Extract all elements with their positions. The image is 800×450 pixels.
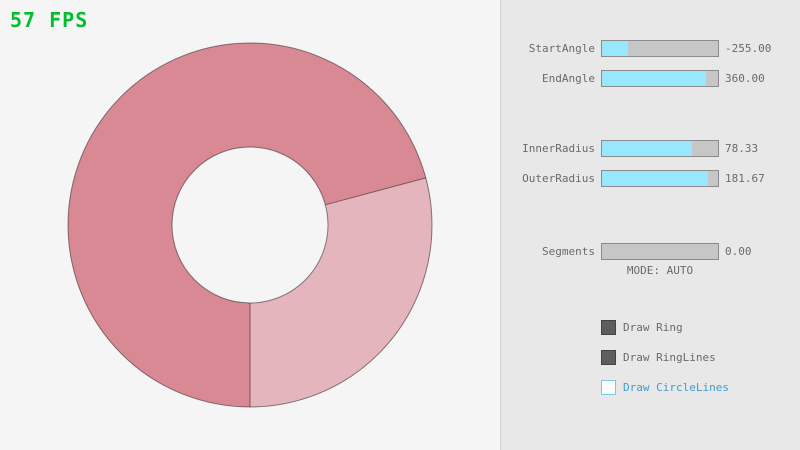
checkbox-label: Draw RingLines: [623, 350, 716, 364]
slider-fill: [602, 141, 693, 156]
control-panel: StartAngle -255.00 EndAngle 360.00 Inner…: [500, 0, 800, 450]
slider-row-startangle: StartAngle -255.00: [501, 40, 800, 57]
ring-outline-inner: [171, 146, 329, 304]
slider-value: 181.67: [725, 172, 765, 185]
slider-row-innerradius: InnerRadius 78.33: [501, 140, 800, 157]
slider-row-segments: Segments 0.00: [501, 243, 800, 260]
segments-slider[interactable]: [601, 243, 719, 260]
checkbox-label: Draw CircleLines: [623, 380, 729, 394]
slider-label: InnerRadius: [522, 142, 595, 155]
slider-label: Segments: [542, 245, 595, 258]
checkbox-icon[interactable]: [601, 379, 616, 395]
startangle-slider[interactable]: [601, 40, 719, 57]
endangle-slider[interactable]: [601, 70, 719, 87]
fps-counter: 57 FPS: [10, 8, 89, 32]
slider-fill: [602, 41, 628, 56]
slider-value: 0.00: [725, 245, 752, 258]
checkbox-label: Draw Ring: [623, 320, 683, 334]
ring-canvas: [67, 42, 433, 408]
checkbox-draw-ringlines[interactable]: Draw RingLines: [601, 349, 716, 365]
slider-row-endangle: EndAngle 360.00: [501, 70, 800, 87]
slider-fill: [602, 71, 707, 86]
slider-label: OuterRadius: [522, 172, 595, 185]
checkbox-icon[interactable]: [601, 319, 616, 335]
checkbox-draw-ring[interactable]: Draw Ring: [601, 319, 683, 335]
slider-value: 78.33: [725, 142, 759, 155]
outerradius-slider[interactable]: [601, 170, 719, 187]
segments-mode-label: MODE: AUTO: [626, 264, 694, 277]
ring-outline-outer: [67, 42, 433, 408]
ring-hole: [172, 147, 328, 303]
checkbox-icon[interactable]: [601, 349, 616, 365]
slider-value: 360.00: [725, 72, 765, 85]
slider-label: StartAngle: [528, 42, 595, 55]
slider-row-outerradius: OuterRadius 181.67: [501, 170, 800, 187]
slider-value: -255.00: [725, 42, 772, 55]
innerradius-slider[interactable]: [601, 140, 719, 157]
slider-label: EndAngle: [542, 72, 595, 85]
slider-fill: [602, 171, 708, 186]
checkbox-draw-circlelines[interactable]: Draw CircleLines: [601, 379, 729, 395]
ring-divider-right: [325, 177, 426, 206]
